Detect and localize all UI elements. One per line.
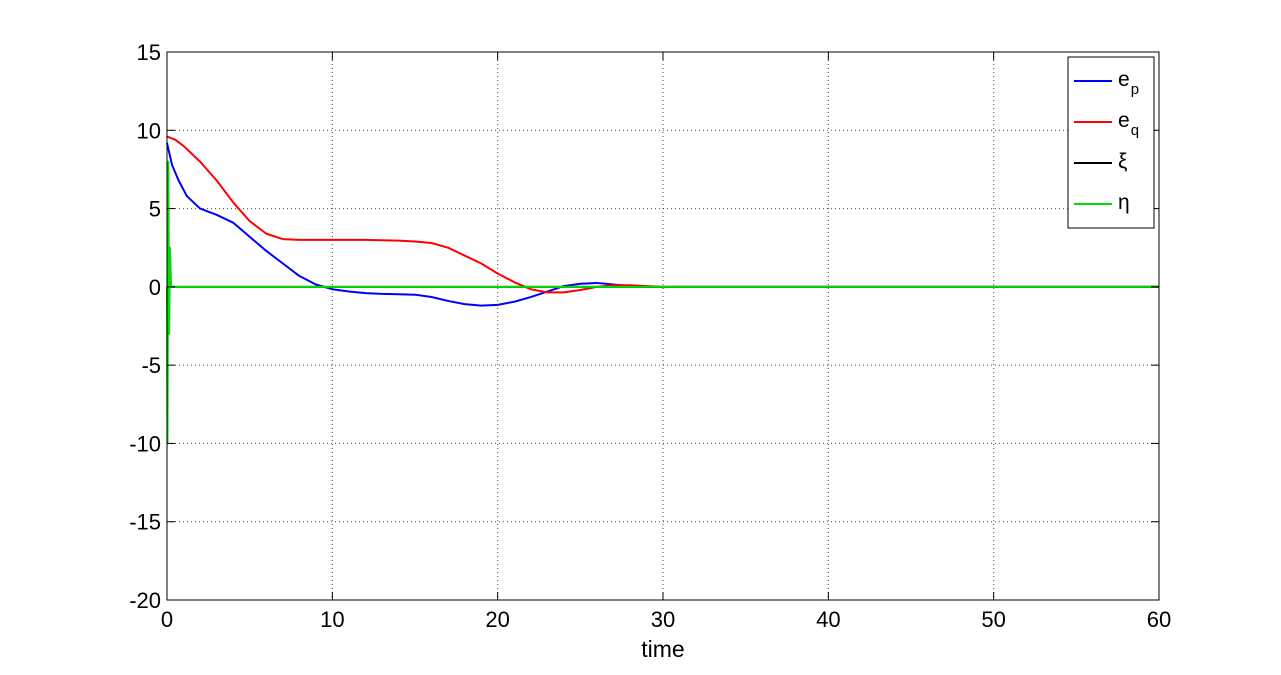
legend-entry-subscript: q	[1131, 122, 1139, 139]
legend-entry-label: e	[1118, 109, 1130, 132]
y-tick-label: 15	[137, 40, 161, 65]
legend-entry: η	[1118, 191, 1130, 214]
legend-entry: eq	[1118, 109, 1139, 139]
x-axis-label: time	[641, 636, 684, 662]
y-tick-label: -5	[141, 353, 161, 378]
y-tick-label: -20	[129, 588, 161, 613]
y-tick-label: 0	[149, 275, 161, 300]
x-tick-label: 60	[1147, 607, 1171, 632]
legend-entry: ξ	[1118, 150, 1127, 173]
plot-lines	[166, 135, 1159, 445]
legend-entry-label: ξ	[1118, 150, 1127, 173]
x-tick-label: 50	[981, 607, 1005, 632]
series-line-η	[166, 160, 1159, 445]
y-tick-label: 5	[149, 197, 161, 222]
x-tick-label: 30	[651, 607, 675, 632]
legend-box	[1067, 56, 1155, 229]
x-tick-label: 40	[816, 607, 840, 632]
x-tick-label: 20	[485, 607, 509, 632]
grid	[167, 52, 1159, 600]
x-tick-label: 10	[320, 607, 344, 632]
axes-box	[166, 51, 1160, 601]
series-line-e_p	[166, 142, 1159, 307]
y-tick-label: -15	[129, 510, 161, 535]
legend-entry: ep	[1118, 68, 1139, 98]
legend-entry-label: η	[1118, 191, 1130, 214]
legend-entry-subscript: p	[1131, 81, 1139, 98]
x-tick-label: 0	[161, 607, 173, 632]
legend-entry-label: e	[1118, 68, 1130, 91]
y-tick-label: -10	[129, 431, 161, 456]
y-tick-label: 10	[137, 118, 161, 143]
